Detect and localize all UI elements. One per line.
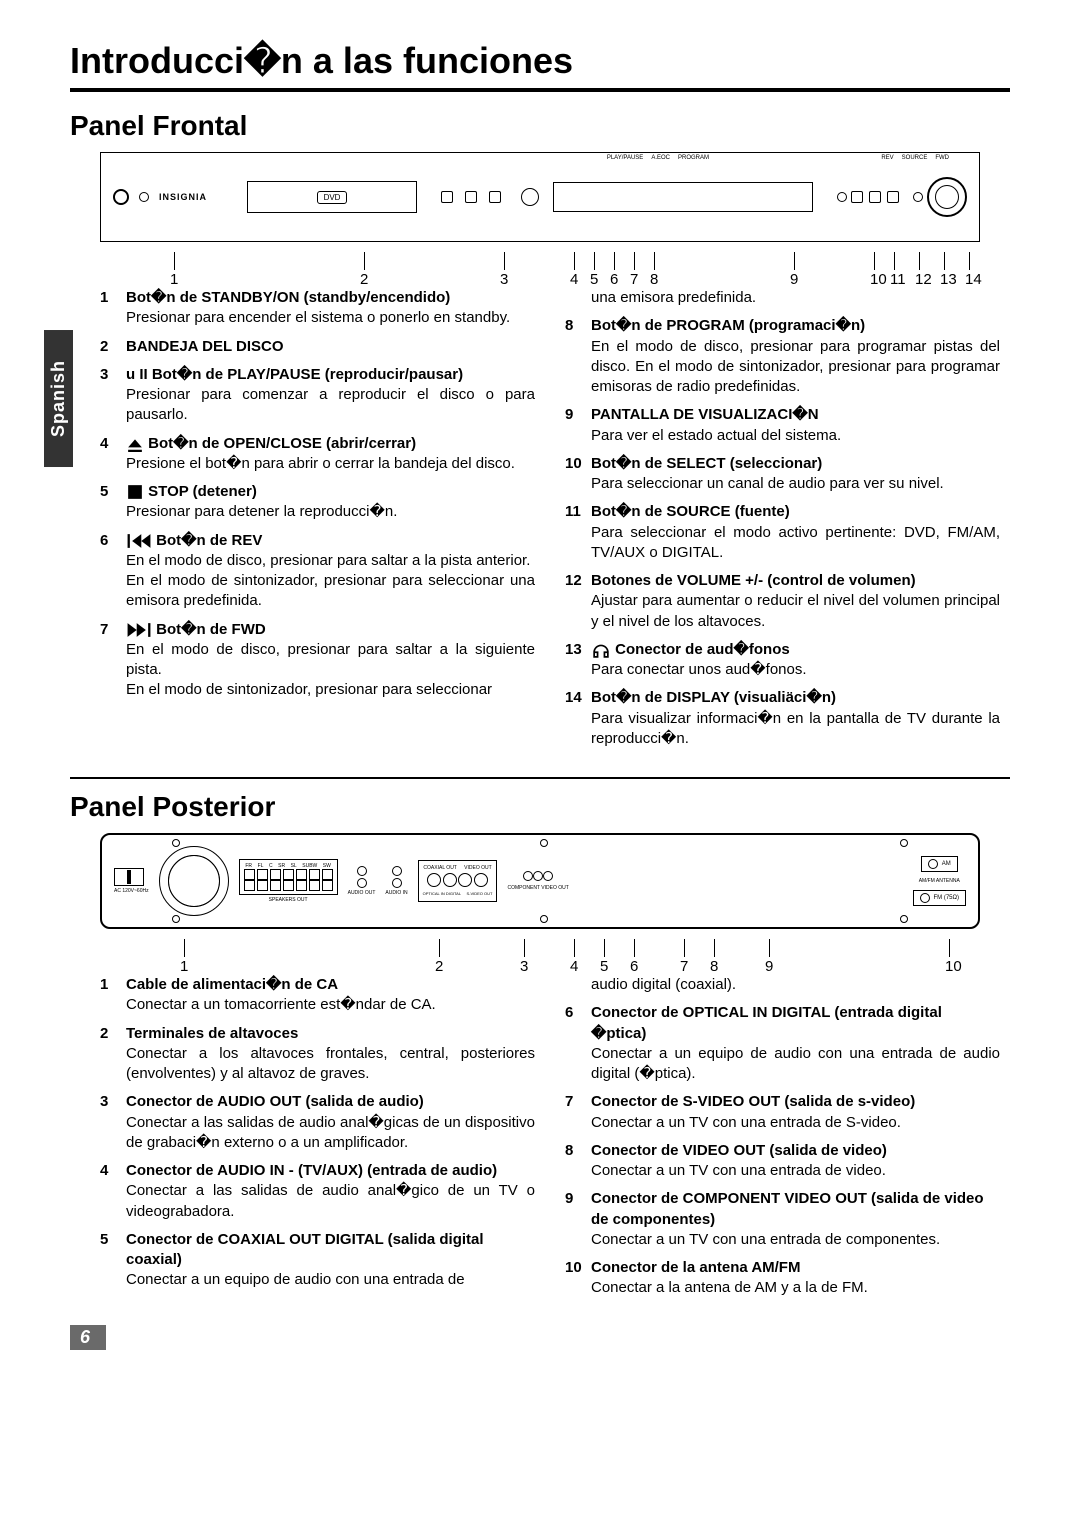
brand-logo: INSIGNIA — [159, 192, 207, 202]
callout-number: 6 — [630, 958, 638, 975]
description-item: 5 STOP (detener)Presionar para detener l… — [100, 482, 535, 523]
rear-panel-diagram: AC 120V~60Hz FRFLCSRSLSUBWSW SPEAKERS OU… — [100, 833, 980, 929]
description-item: 7 Bot�n de FWDEn el modo de disco, presi… — [100, 620, 535, 701]
speaker-terminals: FRFLCSRSLSUBWSW — [239, 859, 338, 895]
description-item: 9PANTALLA DE VISUALIZACI�NPara ver el es… — [565, 405, 1000, 446]
callout-number: 5 — [600, 958, 608, 975]
fp-top-label: PROGRAM — [678, 155, 709, 161]
rev-button-icon — [851, 191, 863, 203]
main-title: Introducci�n a las funciones — [70, 40, 1010, 92]
callout-number: 1 — [170, 271, 178, 288]
section-divider — [70, 777, 1010, 779]
callout-number: 1 — [180, 958, 188, 975]
description-item: 6Conector de OPTICAL IN DIGITAL (entrada… — [565, 1003, 1000, 1084]
front-heading: Panel Frontal — [70, 110, 1010, 142]
front-descriptions: 1Bot�n de STANDBY/ON (standby/encendido)… — [100, 288, 1000, 757]
description-item: 3Conector de AUDIO OUT (salida de audio)… — [100, 1092, 535, 1153]
description-item: 4Conector de AUDIO IN - (TV/AUX) (entrad… — [100, 1161, 535, 1222]
antenna-block: AM AM/FM ANTENNA FM (75Ω) — [913, 856, 967, 906]
callout-number: 10 — [870, 271, 887, 288]
description-item: 4 Bot�n de OPEN/CLOSE (abrir/cerrar)Pres… — [100, 434, 535, 475]
language-tab: Spanish — [44, 330, 73, 467]
fan-icon — [159, 846, 229, 916]
aeoc-icon — [465, 191, 477, 203]
description-item: 1Cable de alimentaci�n de CAConectar a u… — [100, 975, 535, 1016]
description-item: 1Bot�n de STANDBY/ON (standby/encendido)… — [100, 288, 535, 329]
rear-descriptions: 1Cable de alimentaci�n de CAConectar a u… — [100, 975, 1000, 1307]
callout-number: 9 — [765, 958, 773, 975]
callout-number: 14 — [965, 271, 982, 288]
headphone-jack-icon — [913, 192, 923, 202]
callout-number: 2 — [360, 271, 368, 288]
description-item: 3u II Bot�n de PLAY/PAUSE (reproducir/pa… — [100, 365, 535, 426]
fp-top-label: A.EOC — [651, 155, 670, 161]
rear-heading: Panel Posterior — [70, 791, 1010, 823]
page-number: 6 — [70, 1325, 106, 1350]
stop-button-icon — [521, 188, 539, 206]
front-callouts: 1234567891011121314 — [100, 248, 980, 288]
callout-number: 7 — [680, 958, 688, 975]
rear-callouts: 1 2 3 4 5 6 7 8 9 10 — [100, 935, 980, 975]
volume-knob-icon — [927, 177, 967, 217]
dot-icon — [837, 192, 847, 202]
source-button-icon — [869, 191, 881, 203]
fp-top-label: PLAY/PAUSE — [607, 155, 643, 161]
display-panel — [553, 182, 813, 212]
description-item: 2Terminales de altavocesConectar a los a… — [100, 1024, 535, 1085]
standby-button-icon — [113, 189, 129, 205]
callout-number: 4 — [570, 958, 578, 975]
callout-number: 4 — [570, 271, 578, 288]
callout-number: 13 — [940, 271, 957, 288]
callout-number: 9 — [790, 271, 798, 288]
play-pause-icon — [441, 191, 453, 203]
description-item: 10Conector de la antena AM/FMConectar a … — [565, 1258, 1000, 1299]
program-icon — [489, 191, 501, 203]
description-item: 8Conector de VIDEO OUT (salida de video)… — [565, 1141, 1000, 1182]
description-item: 11Bot�n de SOURCE (fuente)Para seleccion… — [565, 502, 1000, 563]
callout-number: 5 — [590, 271, 598, 288]
description-item: 6 Bot�n de REVEn el modo de disco, presi… — [100, 531, 535, 612]
description-item: 9Conector de COMPONENT VIDEO OUT (salida… — [565, 1189, 1000, 1250]
callout-number: 8 — [650, 271, 658, 288]
description-item: 10Bot�n de SELECT (seleccionar)Para sele… — [565, 454, 1000, 495]
fp-top-label: SOURCE — [902, 155, 928, 161]
description-item: 2BANDEJA DEL DISCO — [100, 337, 535, 357]
callout-number: 3 — [500, 271, 508, 288]
fwd-button-icon — [887, 191, 899, 203]
description-item: 7Conector de S-VIDEO OUT (salida de s-vi… — [565, 1092, 1000, 1133]
description-item: 8Bot�n de PROGRAM (programaci�n)En el mo… — [565, 316, 1000, 397]
callout-number: 2 — [435, 958, 443, 975]
description-item: 14Bot�n de DISPLAY (visualiäci�n)Para vi… — [565, 688, 1000, 749]
disc-tray: DVD — [247, 181, 417, 213]
ac-label: AC 120V~60Hz — [114, 888, 149, 894]
callout-number: 7 — [630, 271, 638, 288]
callout-number: 6 — [610, 271, 618, 288]
callout-number: 12 — [915, 271, 932, 288]
front-panel-diagram: PLAY/PAUSE A.EOC PROGRAM REV SOURCE FWD … — [100, 152, 980, 242]
callout-number: 3 — [520, 958, 528, 975]
callout-number: 11 — [890, 271, 906, 288]
description-item: 13 Conector de aud�fonosPara conectar un… — [565, 640, 1000, 681]
description-item: 12Botones de VOLUME +/- (control de volu… — [565, 571, 1000, 632]
callout-number: 10 — [945, 958, 962, 975]
fp-top-label: FWD — [935, 155, 949, 161]
fp-top-label: REV — [881, 155, 893, 161]
description-item: 5Conector de COAXIAL OUT DIGITAL (salida… — [100, 1230, 535, 1291]
eject-button-icon — [139, 192, 149, 202]
callout-number: 8 — [710, 958, 718, 975]
